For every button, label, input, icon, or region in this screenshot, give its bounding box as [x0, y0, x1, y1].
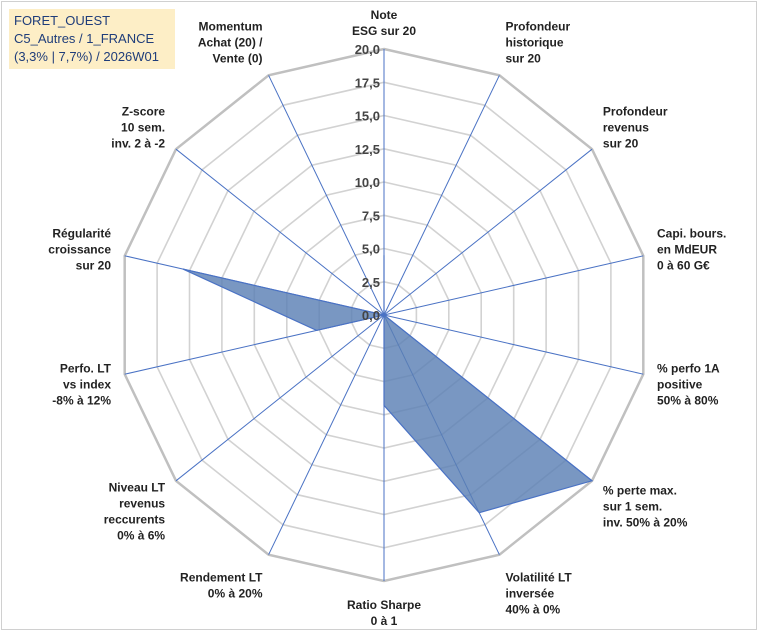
tick-label-1: 2,5 — [362, 275, 380, 290]
axis-label-9: Rendement LT 0% à 20% — [180, 570, 263, 600]
axis-label-4: Capi. bours. en MdEUR 0 à 60 G€ — [657, 226, 726, 272]
axis-label-11: Perfo. LT vs index -8% à 12% — [52, 362, 111, 408]
axis-spoke-4 — [383, 255, 644, 316]
axis-spoke-10 — [175, 314, 385, 482]
axis-spoke-13 — [175, 148, 385, 316]
axis-label-1: Note ESG sur 20 — [352, 8, 416, 38]
axis-label-7: Volatilité LT inversée 40% à 0% — [506, 570, 573, 616]
tick-label-2: 5,0 — [362, 242, 380, 257]
tick-label-3: 7,5 — [362, 208, 380, 223]
radar-axis-labels: Note ESG sur 20 Profondeur historique sur 20… — [48, 8, 726, 628]
axis-label-8: Ratio Sharpe 0 à 1 — [347, 598, 421, 628]
tick-label-7: 17,5 — [355, 75, 380, 90]
tick-label-8: 20,0 — [355, 42, 380, 57]
tick-label-6: 15,0 — [355, 109, 380, 124]
axis-label-2: Profondeur historique sur 20 — [506, 20, 571, 66]
axis-spoke-9 — [268, 314, 385, 555]
tick-label-0: 0,0 — [362, 308, 380, 323]
radar-series — [182, 255, 594, 514]
axis-label-6: % perte max. sur 1 sem. inv. 50% à 20% — [603, 484, 688, 530]
axis-label-3: Profondeur revenus sur 20 — [603, 105, 668, 151]
series-area — [182, 255, 594, 514]
tick-label-5: 12,5 — [355, 142, 380, 157]
axis-label-12: Régularité croissance sur 20 — [48, 226, 111, 272]
axis-label-5: % perfo 1A positive 50% à 80% — [657, 362, 720, 408]
axis-label-14: Momentum Achat (20) / Vente (0) — [198, 20, 263, 66]
axis-spoke-14 — [268, 75, 385, 316]
title-line-3: (3,3% | 7,7%) / 2026W01 — [14, 49, 160, 64]
tick-label-4: 10,0 — [355, 175, 380, 190]
axis-spoke-3 — [383, 148, 593, 316]
axis-spoke-5 — [383, 314, 644, 375]
axis-label-13: Z-score 10 sem. inv. 2 à -2 — [111, 105, 165, 151]
title-line-2: C5_Autres / 1_FRANCE — [14, 31, 155, 46]
axis-label-10: Niveau LT revenus reccurents 0% à 6% — [104, 481, 166, 543]
title-line-1: FORET_OUEST — [14, 13, 111, 28]
axis-spoke-2 — [383, 75, 500, 316]
radar-tick-labels: 0,0 2,5 5,0 7,5 10,0 12,5 15,0 17,5 20,0 — [355, 42, 380, 323]
chart-title-box: FORET_OUEST C5_Autres / 1_FRANCE (3,3% |… — [9, 9, 175, 69]
